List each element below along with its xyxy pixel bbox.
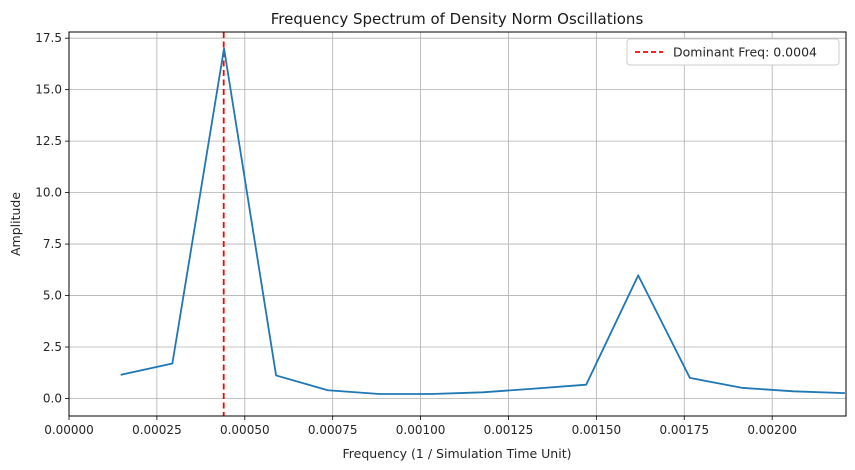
x-tick-label: 0.00050 [220,423,270,437]
series-layer [120,47,845,395]
y-tick-label: 15.0 [35,83,62,97]
plot-background [69,32,846,416]
y-axis-label: Amplitude [8,192,23,256]
x-tick-label: 0.00100 [396,423,446,437]
x-tick-label: 0.00075 [308,423,358,437]
x-tick-label: 0.00200 [747,423,797,437]
legend: Dominant Freq: 0.0004 [626,38,840,66]
x-tick-label: 0.00025 [132,423,182,437]
x-tick-label: 0.00175 [659,423,709,437]
y-tick-label: 0.0 [43,391,62,405]
grid [68,32,846,416]
y-tick-label: 17.5 [35,31,62,45]
y-tick-label: 10.0 [35,186,62,200]
legend-label: Dominant Freq: 0.0004 [673,45,817,60]
plot-frame [68,31,847,417]
chart-title: Frequency Spectrum of Density Norm Oscil… [271,10,644,28]
legend-box [626,38,840,66]
x-axis-ticks: 0.00000 0.00025 0.00050 0.00075 0.00100 0.001… [44,416,797,437]
y-tick-label: 5.0 [43,289,62,303]
y-tick-label: 12.5 [35,134,62,148]
x-axis-label: Frequency (1 / Simulation Time Unit) [343,446,572,461]
y-tick-label: 7.5 [43,237,62,251]
x-tick-label: 0.00150 [572,423,622,437]
y-axis-ticks: 0.0 2.5 5.0 7.5 10.0 12.5 15.0 17.5 [35,31,69,405]
y-tick-label: 2.5 [43,340,62,354]
x-tick-label: 0.00125 [484,423,534,437]
x-tick-label: 0.00000 [44,423,94,437]
